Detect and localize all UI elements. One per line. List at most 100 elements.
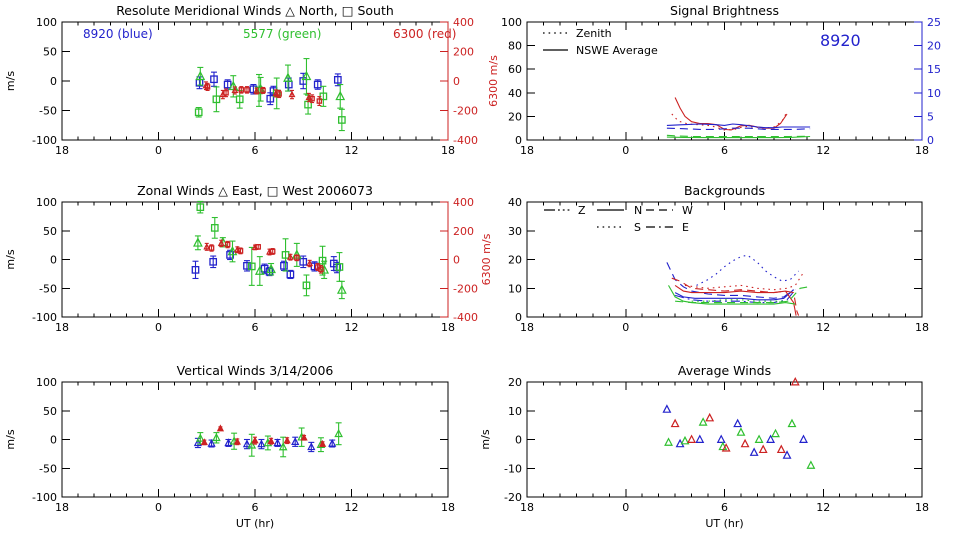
data-point (733, 418, 743, 428)
y2-tick-label: 400 (453, 16, 474, 29)
y-tick-label: 20 (508, 376, 522, 389)
bg-6300-z-series (684, 272, 804, 291)
x-tick-label: 12 (345, 321, 359, 334)
data-point (204, 84, 211, 90)
legend-label: Zenith (576, 27, 612, 40)
panel-title: Signal Brightness (670, 3, 779, 18)
error-bar (197, 200, 204, 214)
y-tick-label: 100 (36, 196, 57, 209)
x-tick-label: 18 (441, 501, 455, 514)
bg-6300-n-line (674, 284, 797, 316)
x-tick-label: 6 (721, 321, 728, 334)
x-tick-label: 18 (520, 144, 534, 157)
data-point (334, 428, 343, 438)
y2-axis-title: 6300 m/s (480, 233, 493, 285)
y2-tick-label: 400 (453, 196, 474, 209)
legend-label: W (682, 204, 693, 217)
panel-title: Vertical Winds 3/14/2006 (177, 363, 334, 378)
annotation: 6300 (red) (393, 27, 456, 41)
6300-zenith-line (671, 111, 788, 131)
data-point (217, 239, 225, 246)
y-axis-title: m/s (4, 429, 17, 449)
error-bar (197, 66, 204, 86)
error-bar (338, 280, 345, 300)
axes (61, 201, 449, 318)
data-point (687, 434, 697, 443)
data-point (294, 255, 300, 261)
data-point (203, 242, 211, 250)
legend-label: N (634, 204, 642, 217)
data-point (216, 424, 225, 432)
error-bar (213, 86, 220, 113)
data-point (208, 245, 215, 251)
y-tick-label: 20 (508, 254, 522, 267)
axes (526, 201, 923, 318)
right-axis (440, 21, 449, 141)
5577-vertical-series (195, 422, 343, 458)
data-point (335, 263, 344, 271)
data-point (806, 460, 816, 469)
data-point (254, 265, 265, 275)
x-tick-label: 12 (816, 321, 830, 334)
data-point (247, 440, 257, 449)
data-point (300, 433, 308, 441)
error-bar (337, 83, 344, 109)
panel-title: Average Winds (678, 363, 771, 378)
data-point (195, 70, 206, 81)
axes (61, 381, 449, 498)
data-point (319, 264, 330, 274)
data-point (283, 436, 291, 444)
x-tick-label: 18 (55, 321, 69, 334)
data-point (231, 86, 239, 94)
data-point (664, 437, 673, 446)
data-point (280, 261, 288, 270)
y-tick-label: 50 (43, 405, 57, 418)
y2-axis-title: 6300 m/s (487, 55, 500, 107)
error-bar (210, 71, 217, 87)
x-tick-label: 18 (55, 144, 69, 157)
data-point (318, 439, 327, 447)
data-point (253, 87, 261, 94)
data-point (333, 75, 342, 84)
x-tick-label: 0 (622, 321, 629, 334)
error-bar (192, 260, 199, 280)
data-point (224, 241, 231, 248)
error-bar (317, 96, 322, 107)
6300-zenith-series (671, 111, 788, 131)
x-tick-label: 0 (155, 321, 162, 334)
x-tick-label: 18 (55, 501, 69, 514)
x-tick-label: 18 (915, 321, 929, 334)
x-axis-title: UT (hr) (705, 517, 743, 530)
x-axis-title: UT (hr) (236, 517, 274, 530)
y-tick-label: -50 (39, 282, 57, 295)
annotation: 5577 (green) (243, 27, 321, 41)
y2-tick-label: -400 (453, 134, 478, 147)
6300-nswe-average-line (674, 97, 788, 131)
data-point (255, 244, 261, 250)
data-point (670, 418, 680, 428)
5577-zenith-series (666, 134, 809, 138)
data-point (281, 251, 290, 259)
data-point (336, 284, 347, 294)
y-tick-label: -100 (32, 491, 57, 504)
data-point (276, 91, 282, 97)
5577-nswe-average-line (666, 135, 811, 139)
bg-6300-z-line (684, 272, 804, 291)
8920-nswe-average-line (666, 123, 811, 129)
x-tick-label: 18 (441, 144, 455, 157)
data-point (790, 376, 800, 386)
y2-tick-label: 10 (927, 87, 941, 100)
error-bar (211, 216, 218, 239)
panel-zonal-winds: 18 0 6 12 18-100-50050100m/s-400-20002004006… (4, 183, 493, 334)
data-point (233, 437, 241, 445)
y-tick-label: 60 (508, 63, 522, 76)
bg-6300-n-series (674, 284, 797, 316)
data-point (196, 203, 205, 212)
x-tick-label: 0 (622, 144, 629, 157)
data-point (302, 281, 311, 290)
y-tick-label: 0 (515, 311, 522, 324)
error-bar (282, 238, 289, 272)
x-tick-label: 0 (155, 144, 162, 157)
annotation: 8920 (blue) (83, 27, 153, 41)
data-point (244, 87, 250, 93)
